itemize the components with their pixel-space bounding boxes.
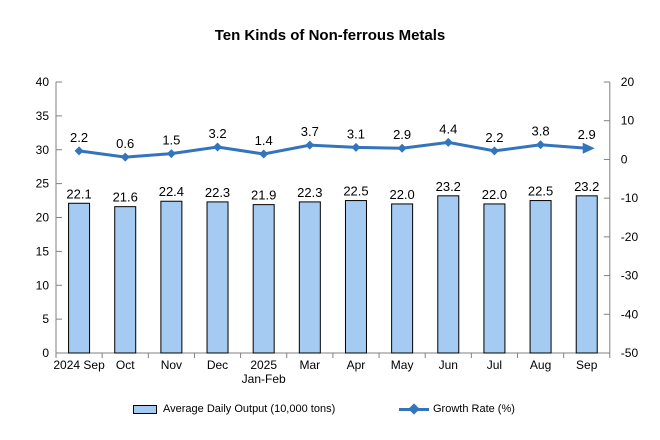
left-axis-tick-label: 0 bbox=[42, 346, 49, 360]
bar-value-label: 21.6 bbox=[113, 190, 138, 205]
right-axis-tick-label: -20 bbox=[621, 230, 639, 244]
diamond-marker-icon bbox=[351, 142, 361, 152]
line-value-label: 1.5 bbox=[162, 133, 180, 148]
bar bbox=[344, 200, 367, 354]
diamond-marker-icon bbox=[536, 140, 546, 150]
x-axis-category-label: Mar bbox=[299, 358, 320, 372]
line-value-label: 2.2 bbox=[70, 130, 88, 145]
diamond-marker-icon bbox=[408, 403, 420, 415]
x-axis-category-label: Sep bbox=[576, 358, 598, 372]
x-axis-category-label: May bbox=[391, 358, 414, 372]
x-axis-category-label: Jan-Feb bbox=[242, 372, 286, 386]
bar bbox=[114, 206, 137, 354]
bar bbox=[252, 204, 275, 354]
x-axis-category-label: Jul bbox=[487, 358, 502, 372]
legend-item-line: Growth Rate (%) bbox=[399, 403, 515, 415]
legend: Average Daily Output (10,000 tons) Growt… bbox=[0, 403, 660, 425]
bar bbox=[298, 201, 321, 354]
right-axis-tick-label: -40 bbox=[621, 307, 639, 321]
diamond-marker-icon bbox=[489, 146, 499, 156]
x-axis-category-label: Nov bbox=[161, 358, 182, 372]
line-value-label: 3.1 bbox=[347, 126, 365, 141]
bar bbox=[391, 203, 414, 354]
x-axis-category-label: Dec bbox=[207, 358, 228, 372]
line-value-label: 2.2 bbox=[485, 130, 503, 145]
diamond-marker-icon bbox=[259, 149, 269, 159]
bar-value-label: 23.2 bbox=[574, 179, 599, 194]
legend-item-bar: Average Daily Output (10,000 tons) bbox=[133, 403, 335, 415]
right-axis-tick-label: -30 bbox=[621, 269, 639, 283]
x-axis-category-label: Apr bbox=[347, 358, 366, 372]
bar-value-label: 22.5 bbox=[343, 184, 368, 199]
line-end-arrow-icon bbox=[582, 142, 595, 154]
bar-value-label: 21.9 bbox=[251, 188, 276, 203]
left-axis-tick-label: 15 bbox=[36, 244, 50, 258]
left-axis-tick-label: 40 bbox=[36, 75, 50, 89]
right-axis-tick-label: 0 bbox=[621, 152, 628, 166]
diamond-marker-icon bbox=[120, 152, 130, 162]
left-axis-tick-label: 25 bbox=[36, 177, 50, 191]
diamond-marker-icon bbox=[74, 146, 84, 156]
diamond-marker-icon bbox=[305, 140, 315, 150]
bar-value-label: 22.1 bbox=[66, 186, 91, 201]
bar bbox=[68, 202, 91, 354]
right-axis-tick-label: -50 bbox=[621, 346, 639, 360]
line-value-label: 3.8 bbox=[532, 124, 550, 139]
left-axis-tick-label: 20 bbox=[36, 211, 50, 225]
chart-title: Ten Kinds of Non-ferrous Metals bbox=[214, 27, 446, 44]
diamond-marker-icon bbox=[397, 143, 407, 153]
x-axis-category-label: 2024 Sep bbox=[53, 358, 105, 372]
left-axis-tick-label: 10 bbox=[36, 278, 50, 292]
bar-value-label: 22.0 bbox=[389, 187, 414, 202]
bar-value-label: 22.5 bbox=[528, 184, 553, 199]
line-swatch-icon bbox=[399, 403, 429, 415]
line-value-label: 2.9 bbox=[393, 127, 411, 142]
x-axis-category-label: Aug bbox=[530, 358, 551, 372]
bar bbox=[437, 195, 460, 354]
line-value-label: 3.2 bbox=[208, 126, 226, 141]
bar bbox=[483, 203, 506, 354]
legend-line-label: Growth Rate (%) bbox=[433, 403, 515, 415]
bar-value-label: 22.3 bbox=[205, 185, 230, 200]
x-axis-category-label: Oct bbox=[116, 358, 135, 372]
line-value-label: 0.6 bbox=[116, 136, 134, 151]
right-axis-tick-label: 20 bbox=[621, 75, 635, 89]
x-axis-category-label: Jun bbox=[439, 358, 458, 372]
bar bbox=[529, 200, 552, 354]
line-value-label: 4.4 bbox=[439, 121, 457, 136]
bar-swatch-icon bbox=[133, 404, 157, 414]
bar-value-label: 22.4 bbox=[159, 184, 184, 199]
bar bbox=[160, 200, 183, 354]
bar bbox=[575, 195, 598, 354]
right-axis-tick-label: -10 bbox=[621, 191, 639, 205]
left-axis-tick-label: 5 bbox=[42, 312, 49, 326]
growth-rate-line bbox=[78, 140, 587, 159]
diamond-marker-icon bbox=[443, 137, 453, 147]
line-value-label: 3.7 bbox=[301, 124, 319, 139]
left-axis-tick-label: 30 bbox=[36, 143, 50, 157]
left-axis-tick-label: 35 bbox=[36, 109, 50, 123]
x-axis-category-label: 2025 bbox=[250, 358, 277, 372]
diamond-marker-icon bbox=[213, 142, 223, 152]
legend-bar-label: Average Daily Output (10,000 tons) bbox=[163, 403, 336, 415]
bar-value-label: 22.0 bbox=[482, 187, 507, 202]
line-value-label: 2.9 bbox=[578, 127, 596, 142]
line-value-label: 1.4 bbox=[255, 133, 273, 148]
bar-value-label: 22.3 bbox=[297, 185, 322, 200]
diamond-marker-icon bbox=[166, 149, 176, 159]
bar bbox=[206, 201, 229, 354]
right-axis-tick-label: 10 bbox=[621, 114, 635, 128]
bar-value-label: 23.2 bbox=[436, 179, 461, 194]
